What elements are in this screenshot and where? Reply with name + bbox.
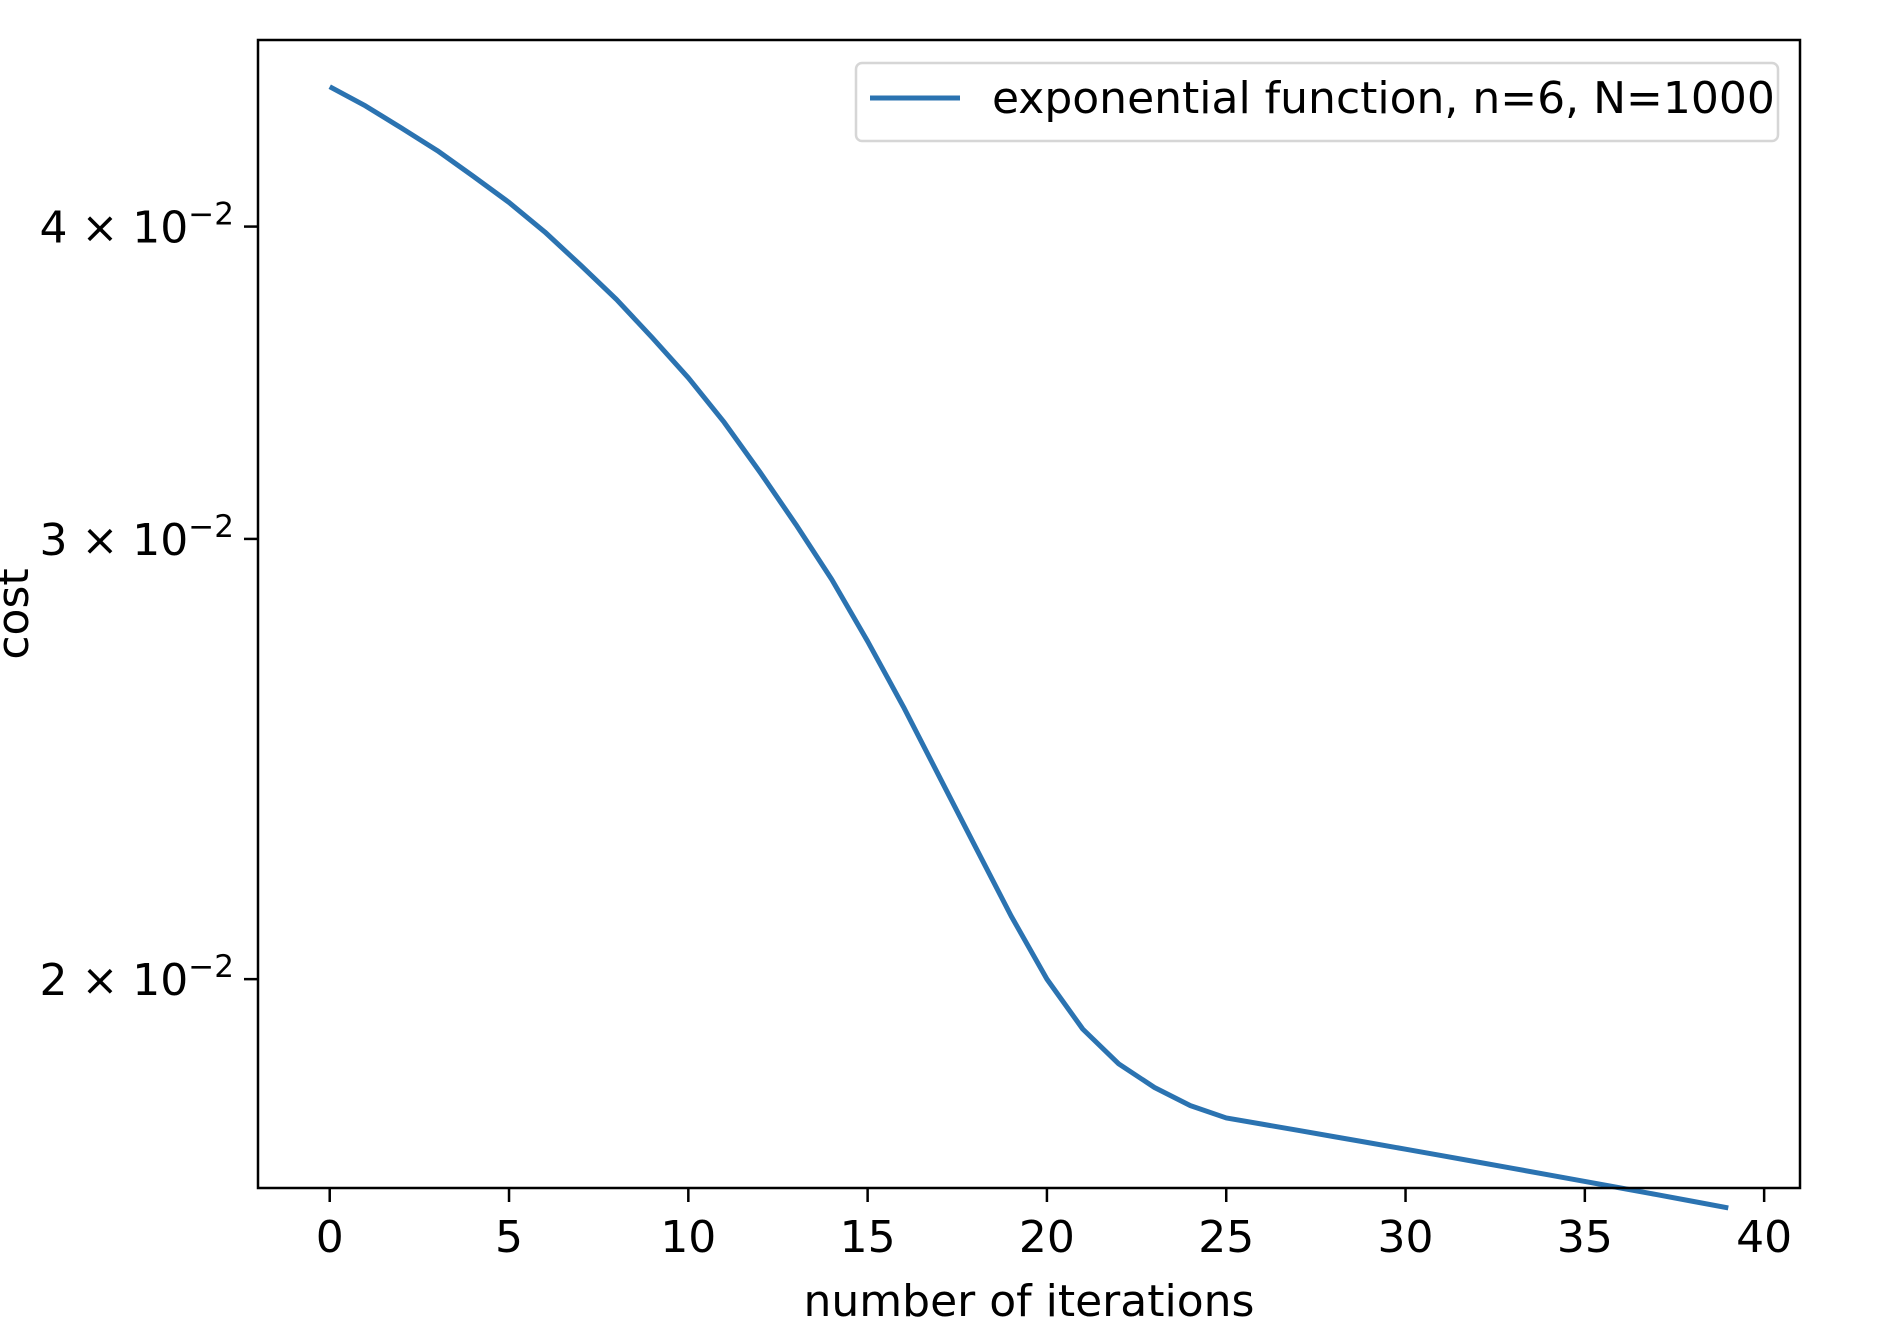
y-tick-label: 2 × 10−2 xyxy=(39,949,234,1006)
x-tick-label: 0 xyxy=(316,1212,344,1263)
x-tick-label: 30 xyxy=(1378,1212,1434,1263)
y-tick-label: 3 × 10−2 xyxy=(39,509,234,566)
series-line-0 xyxy=(328,84,1729,1211)
x-tick-label: 40 xyxy=(1736,1212,1792,1263)
plot-frame xyxy=(256,38,1802,1190)
series-layer xyxy=(328,84,1729,1211)
x-axis: 0 5 10 15 20 25 30 35 40 xyxy=(316,1188,1792,1263)
x-tick-label: 35 xyxy=(1557,1212,1613,1263)
plot-area xyxy=(258,40,1800,1188)
legend: exponential function, n=6, N=1000 xyxy=(854,61,1780,143)
legend-box xyxy=(854,61,1780,143)
x-tick-label: 20 xyxy=(1019,1212,1075,1263)
x-tick-label: 5 xyxy=(495,1212,523,1263)
x-tick-label: 25 xyxy=(1198,1212,1254,1263)
y-tick-label: 4 × 10−2 xyxy=(39,197,234,254)
x-axis-label: number of iterations xyxy=(804,1276,1255,1327)
legend-entry-label: exponential function, n=6, N=1000 xyxy=(992,73,1775,124)
x-tick-label: 10 xyxy=(660,1212,716,1263)
y-axis: 4 × 10−2 3 × 10−2 2 × 10−2 xyxy=(39,197,258,1006)
y-axis-label: cost xyxy=(0,568,39,659)
x-tick-label: 15 xyxy=(840,1212,896,1263)
